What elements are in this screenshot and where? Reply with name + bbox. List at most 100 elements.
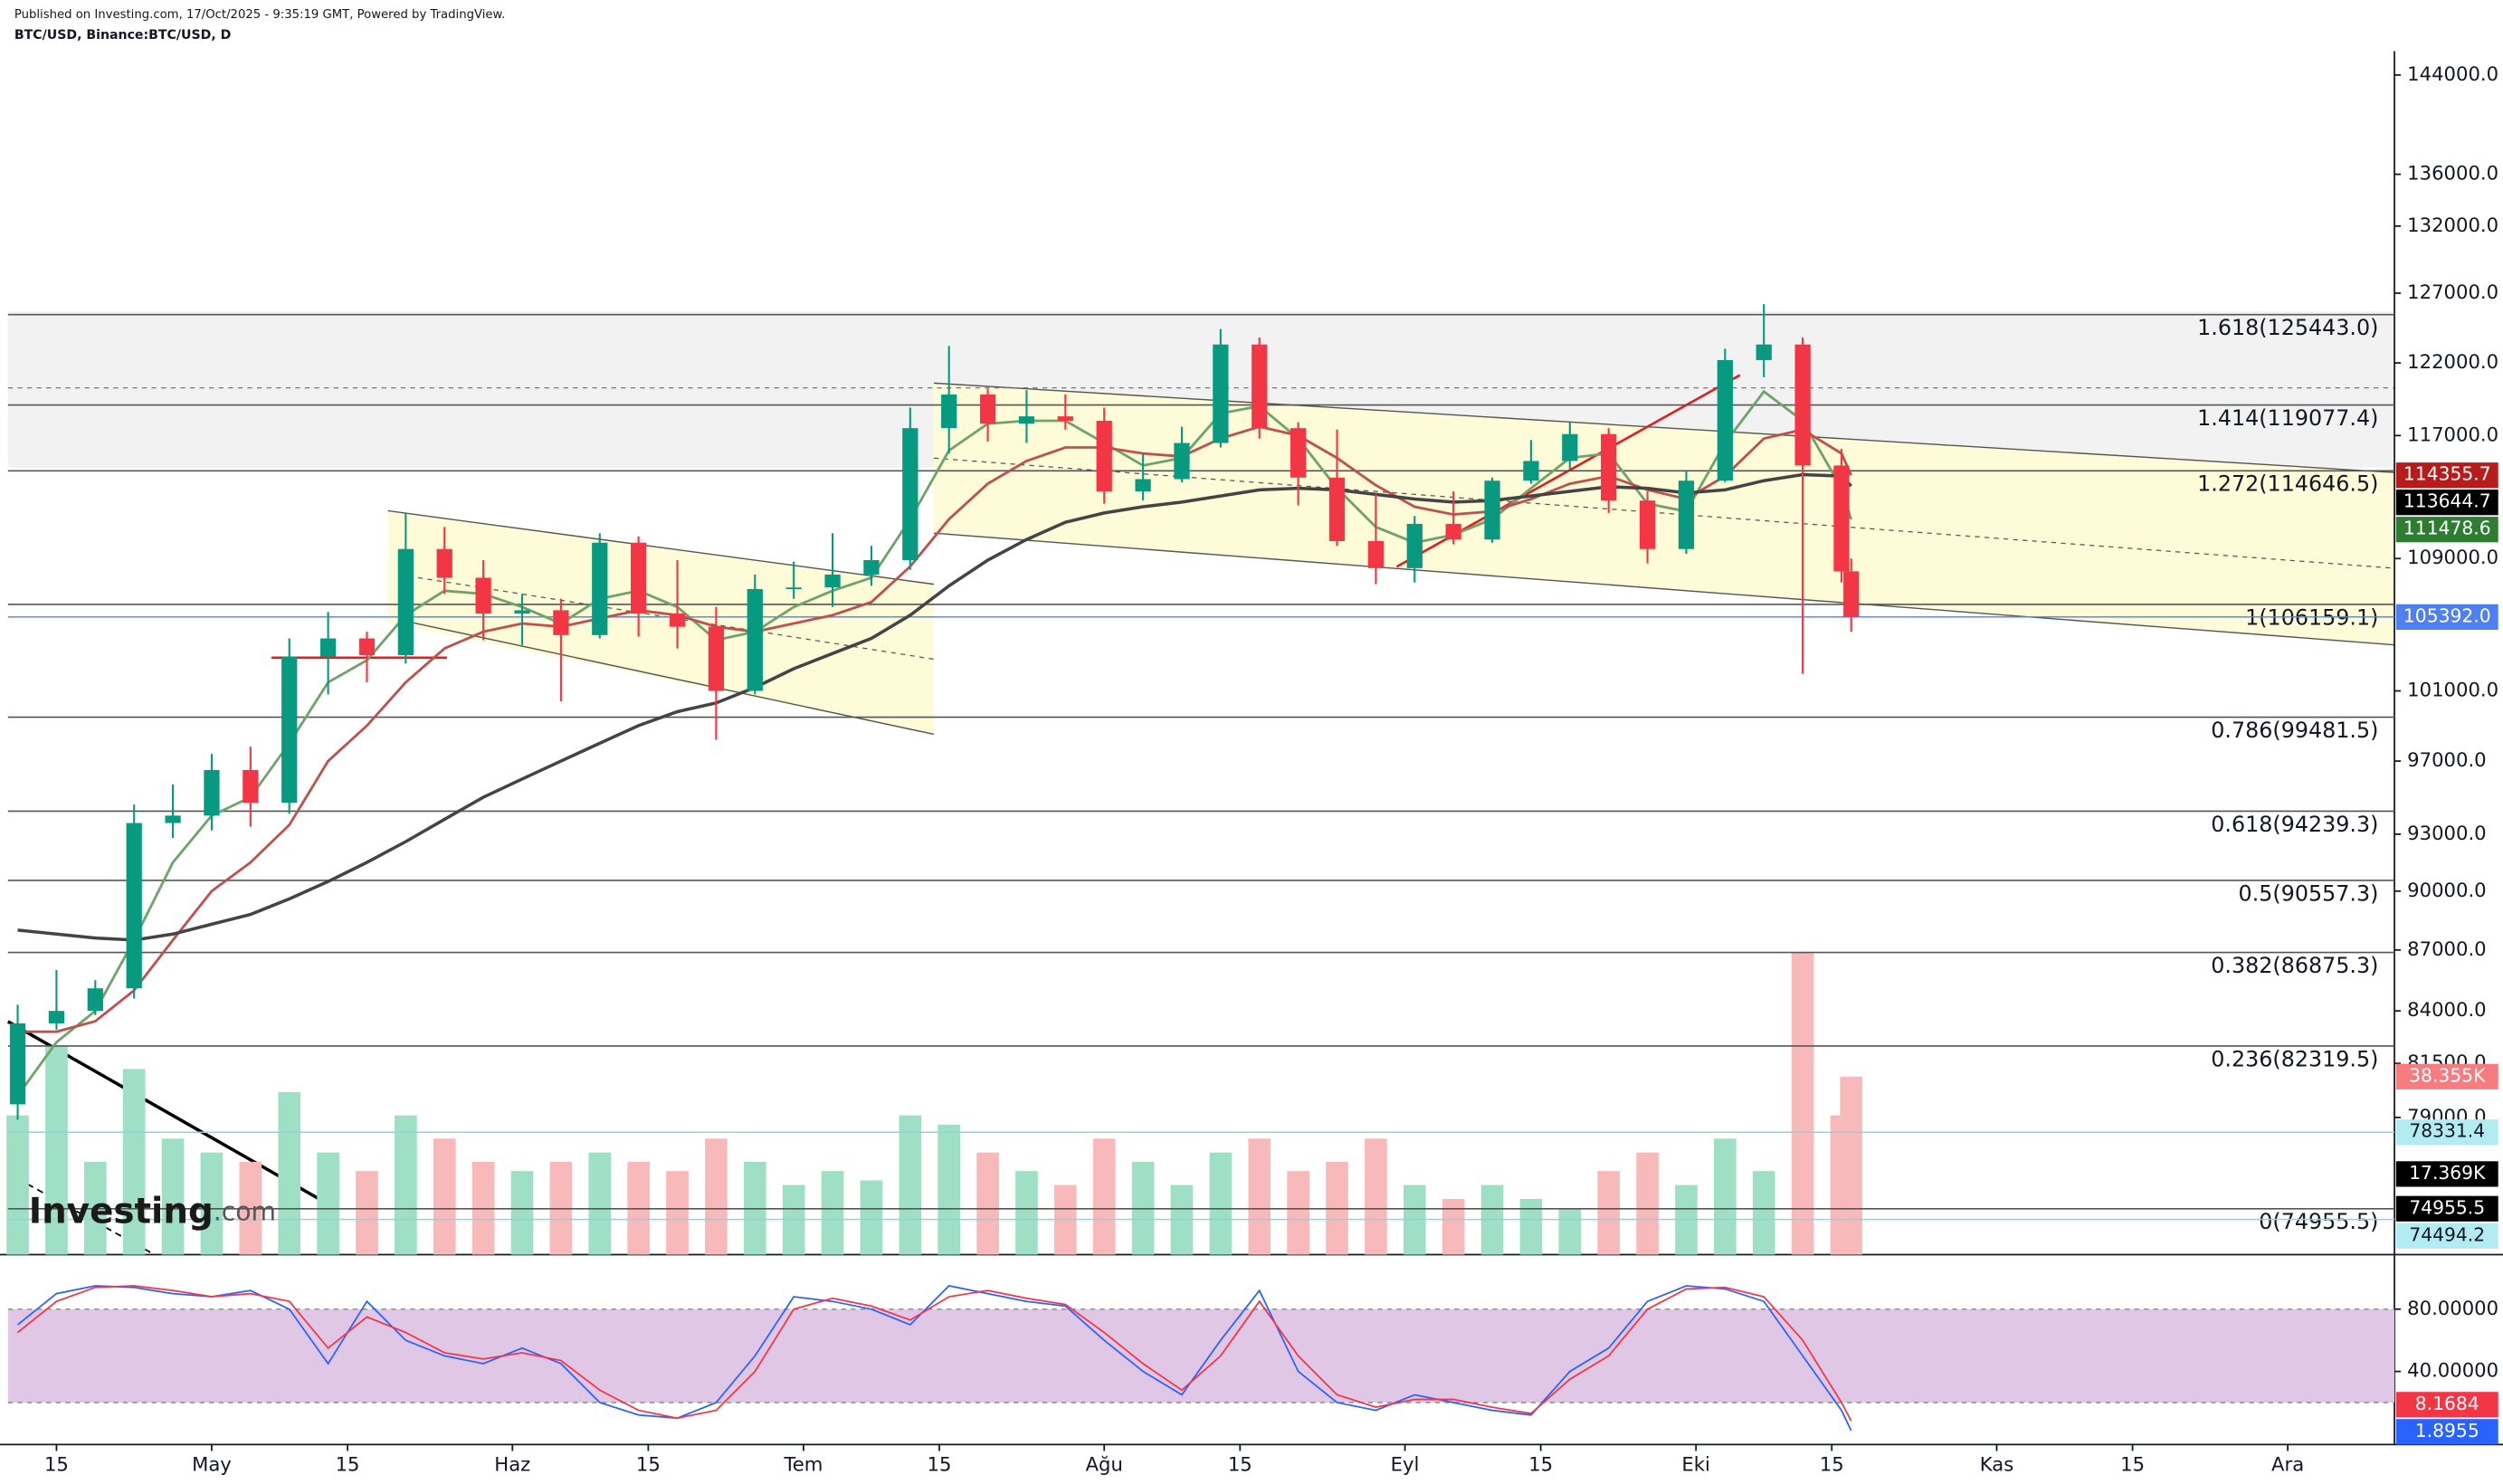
volume-bar bbox=[433, 1138, 456, 1255]
x-tick-label: 15 bbox=[1528, 1452, 1553, 1475]
candle-body bbox=[243, 769, 259, 804]
fib-label: 0.618(94239.3) bbox=[2211, 812, 2378, 837]
x-tick-label: 15 bbox=[636, 1452, 661, 1475]
fib-label: 0.786(99481.5) bbox=[2211, 718, 2378, 743]
candle-body bbox=[747, 588, 763, 691]
volume-bar bbox=[666, 1171, 689, 1255]
candle-body bbox=[979, 394, 996, 424]
volume-bar bbox=[395, 1115, 417, 1255]
price-badge bbox=[2395, 517, 2498, 543]
price-badge-label: 111478.6 bbox=[2403, 518, 2491, 539]
candle-body bbox=[1601, 433, 1617, 501]
volume-bar bbox=[588, 1152, 612, 1255]
volume-bar bbox=[200, 1152, 224, 1255]
candle-body bbox=[1717, 359, 1733, 481]
price-badge-label: 17.369K bbox=[2409, 1162, 2486, 1184]
candle-body bbox=[1406, 523, 1423, 568]
volume-bar bbox=[278, 1092, 301, 1255]
volume-bar bbox=[161, 1138, 185, 1255]
y-tick-label: 122000.0 bbox=[2407, 350, 2498, 373]
price-badge bbox=[2395, 1161, 2498, 1187]
y-tick-label: 93000.0 bbox=[2407, 822, 2487, 844]
logo-name: Investing bbox=[29, 1191, 214, 1232]
volume-bar bbox=[1636, 1152, 1659, 1255]
moving-average bbox=[17, 425, 1852, 1033]
volume-bar bbox=[1558, 1208, 1582, 1255]
price-badge-label: 114355.7 bbox=[2403, 463, 2491, 485]
channel-line bbox=[933, 532, 2395, 646]
y-tick-label: 117000.0 bbox=[2407, 423, 2498, 445]
price-badge-label: 105392.0 bbox=[2403, 604, 2491, 626]
candle-body bbox=[1290, 428, 1307, 478]
volume-bar bbox=[1442, 1198, 1465, 1255]
candle-body bbox=[358, 638, 376, 656]
price-badge bbox=[2395, 1195, 2498, 1222]
price-badge bbox=[2395, 490, 2498, 516]
channel-line bbox=[411, 622, 935, 736]
candle-body bbox=[592, 542, 608, 635]
volume-bar bbox=[705, 1138, 728, 1255]
price-badge-label: 74955.5 bbox=[2409, 1196, 2485, 1218]
channel-line bbox=[387, 509, 935, 585]
volume-bar bbox=[356, 1171, 378, 1255]
x-tick-label: May bbox=[192, 1452, 232, 1475]
volume-bar bbox=[1597, 1171, 1621, 1255]
price-badge-label: 113644.7 bbox=[2403, 490, 2491, 512]
candle-body bbox=[863, 560, 880, 575]
y-tick-label: 90000.0 bbox=[2407, 879, 2487, 901]
candle-body bbox=[204, 769, 220, 816]
candle-body bbox=[319, 638, 337, 657]
y-tick-label: 101000.0 bbox=[2407, 679, 2498, 701]
price-badge bbox=[2395, 1222, 2498, 1249]
candle-body bbox=[785, 587, 802, 589]
moving-average bbox=[17, 472, 1852, 942]
x-tick-label: Ara bbox=[2271, 1452, 2304, 1475]
price-badge bbox=[2395, 1392, 2498, 1418]
x-tick-label: Kas bbox=[1980, 1452, 2014, 1475]
x-tick-label: Haz bbox=[494, 1452, 530, 1475]
candle-body bbox=[824, 574, 841, 588]
candle-body bbox=[941, 394, 957, 429]
x-tick-label: 15 bbox=[44, 1452, 69, 1475]
fib-label: 0.5(90557.3) bbox=[2239, 880, 2379, 906]
candle-body bbox=[1639, 500, 1656, 549]
y-tick-label: 109000.0 bbox=[2407, 546, 2498, 568]
candle-body bbox=[902, 428, 918, 561]
channel-fill bbox=[387, 510, 934, 735]
y-tick-label: 80.00000 bbox=[2407, 1297, 2498, 1319]
x-tick-label: 15 bbox=[336, 1452, 360, 1475]
volume-bar bbox=[821, 1171, 844, 1255]
candle-body bbox=[397, 548, 414, 656]
candle-body bbox=[281, 656, 298, 804]
candle-body bbox=[475, 577, 491, 614]
candle-body bbox=[436, 548, 452, 578]
candle-body bbox=[1252, 344, 1268, 429]
y-tick-label: 97000.0 bbox=[2407, 748, 2487, 771]
y-tick-label: 40.00000 bbox=[2407, 1359, 2498, 1382]
volume-bar bbox=[1092, 1138, 1116, 1255]
candle-body bbox=[126, 823, 142, 989]
volume-bar bbox=[1365, 1138, 1387, 1255]
fib-label: 0(74955.5) bbox=[2259, 1209, 2378, 1234]
candle-body bbox=[9, 1023, 26, 1105]
volume-bar bbox=[510, 1171, 534, 1255]
price-badge-label: 74494.2 bbox=[2409, 1223, 2485, 1245]
volume-bar bbox=[1287, 1171, 1309, 1255]
volume-bar bbox=[317, 1152, 339, 1255]
price-badge bbox=[2395, 1119, 2498, 1146]
candle-body bbox=[1328, 477, 1346, 541]
price-badge-label: 1.8955 bbox=[2415, 1420, 2479, 1441]
volume-bar bbox=[1209, 1152, 1232, 1255]
y-tick-label: 132000.0 bbox=[2407, 214, 2498, 236]
channel-line bbox=[933, 382, 2395, 473]
candle-body bbox=[165, 815, 181, 823]
volume-bar bbox=[976, 1152, 999, 1255]
x-tick-label: 15 bbox=[2120, 1452, 2145, 1475]
candle-body bbox=[1794, 344, 1811, 466]
logo: Investing.com bbox=[29, 1191, 276, 1232]
volume-bar bbox=[1752, 1171, 1775, 1255]
fib-label: 1.272(114646.5) bbox=[2197, 471, 2378, 497]
candle-body bbox=[48, 1011, 65, 1023]
candle-body bbox=[553, 610, 569, 635]
